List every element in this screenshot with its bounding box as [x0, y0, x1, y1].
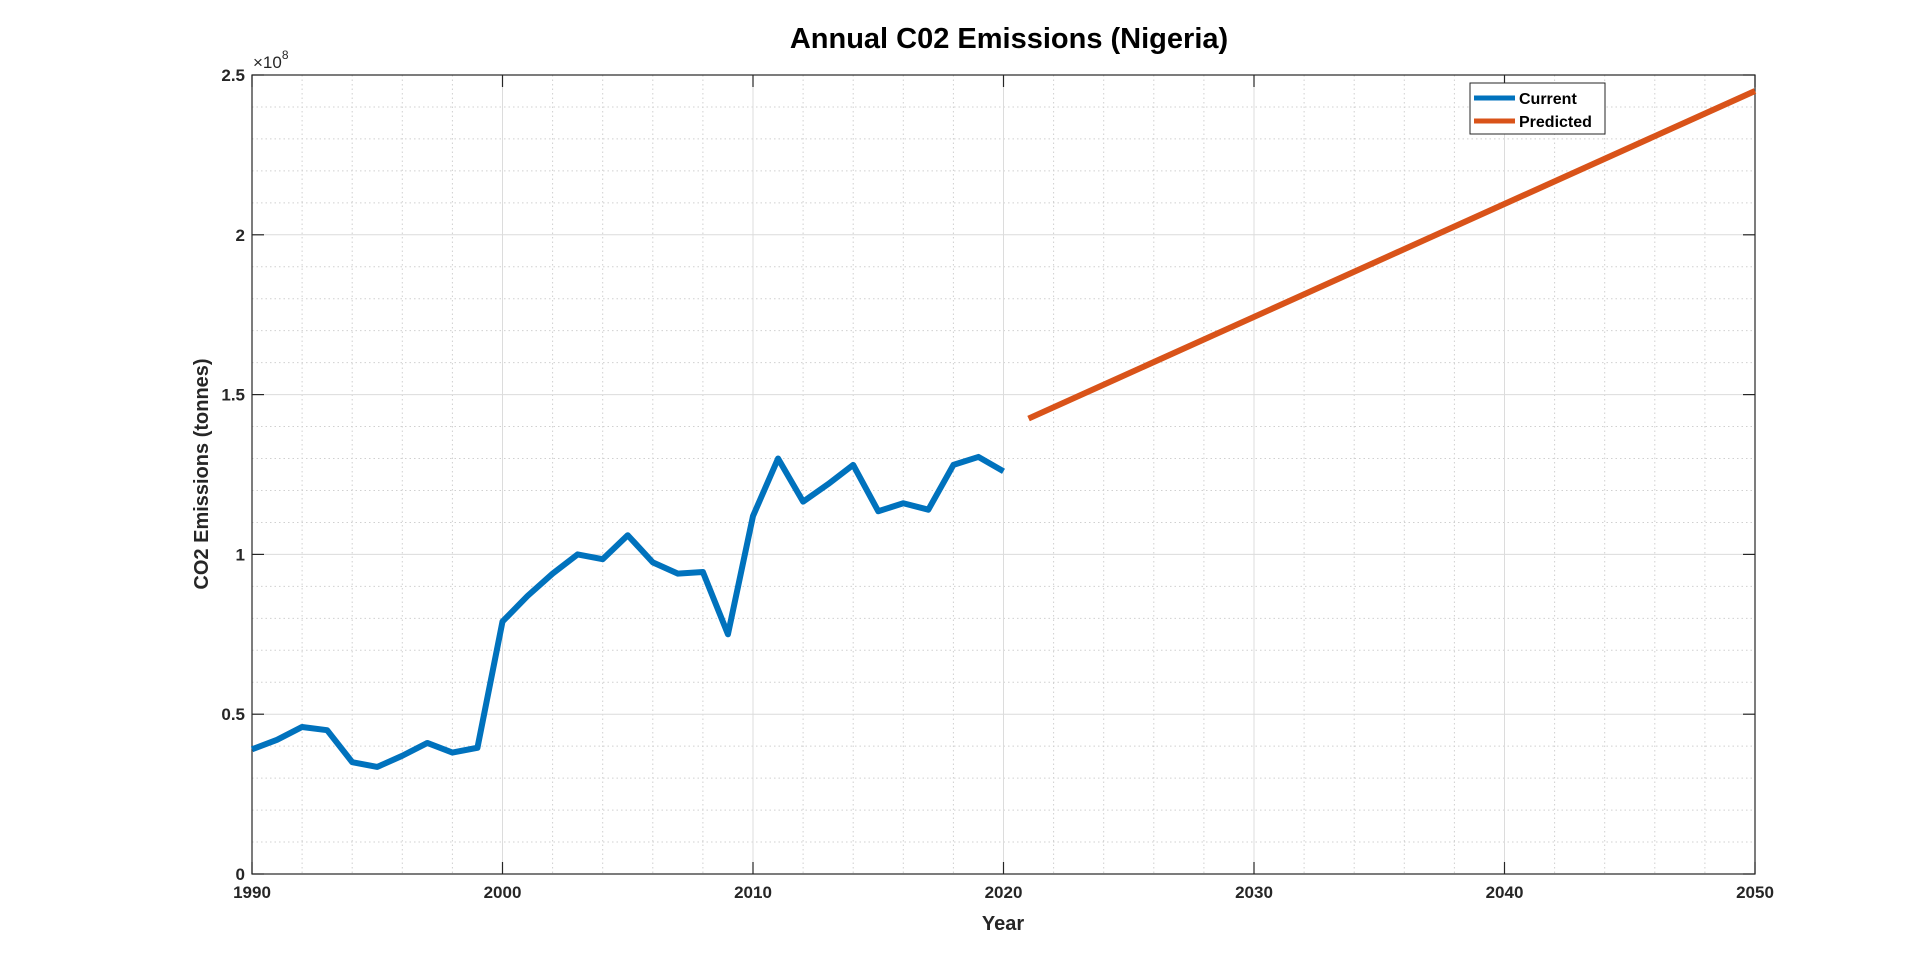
y-tick-label: 0.5: [221, 705, 245, 724]
legend-label-current: Current: [1519, 91, 1577, 108]
y-tick-label: 1: [236, 545, 245, 564]
y-tick-label: 1.5: [221, 386, 245, 405]
x-tick-label: 2020: [985, 883, 1023, 902]
axis-ticks: 1990 2000 2010 2020 2030 2040 2050 0 0.5 1 1.5 2 2.5: [221, 66, 1774, 902]
x-tick-label: 2000: [484, 883, 522, 902]
y-tick-label: 2.5: [221, 66, 245, 85]
x-tick-label: 2050: [1736, 883, 1774, 902]
legend: Current Predicted: [1469, 82, 1606, 135]
y-tick-label: 2: [236, 226, 245, 245]
x-tick-label: 2010: [734, 883, 772, 902]
chart-title: Annual C02 Emissions (Nigeria): [790, 23, 1228, 55]
y-axis-label: CO2 Emissions (tonnes): [191, 358, 213, 589]
series-line-predicted: [1027, 88, 1757, 422]
legend-box: [1469, 82, 1606, 135]
y-tick-label: 0: [236, 865, 245, 884]
x-axis-label: Year: [982, 913, 1024, 935]
series-lines: [250, 88, 1757, 770]
legend-label-predicted: Predicted: [1519, 114, 1592, 131]
x-tick-label: 2040: [1486, 883, 1524, 902]
series-line-current: [250, 453, 1005, 770]
y-exponent-label: ×108: [253, 48, 289, 72]
x-tick-label: 1990: [233, 883, 271, 902]
x-tick-label: 2030: [1235, 883, 1273, 902]
